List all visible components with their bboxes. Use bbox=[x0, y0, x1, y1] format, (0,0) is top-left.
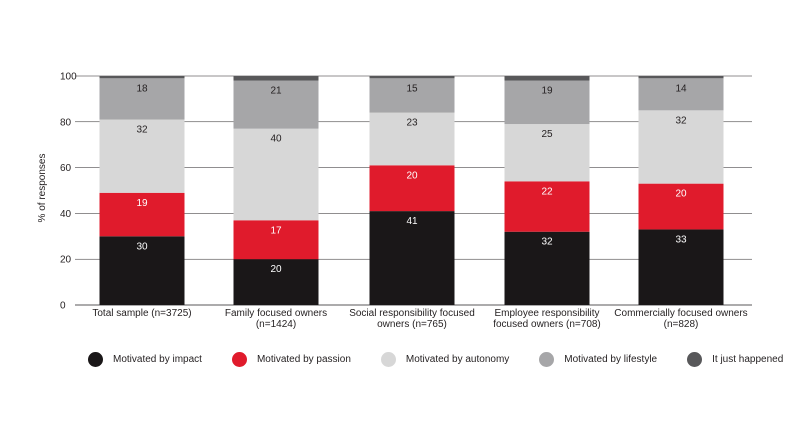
bar-segment bbox=[369, 165, 455, 212]
category-label: Total sample (n=3725) bbox=[92, 308, 191, 319]
bar-segment bbox=[369, 78, 455, 113]
data-label: 32 bbox=[675, 115, 687, 126]
legend-item: Motivated by autonomy bbox=[380, 352, 510, 367]
bar-segment bbox=[99, 78, 185, 120]
legend-swatch bbox=[687, 352, 703, 367]
data-label: 30 bbox=[136, 241, 148, 252]
data-label: 14 bbox=[675, 83, 687, 94]
category-label: Employee responsibility bbox=[494, 308, 599, 319]
legend-swatch bbox=[539, 352, 555, 367]
bar-segment bbox=[99, 236, 185, 305]
data-label: 18 bbox=[136, 83, 148, 94]
data-label: 32 bbox=[541, 237, 553, 248]
data-label: 20 bbox=[270, 264, 282, 275]
data-label: 21 bbox=[270, 86, 282, 97]
legend-item: Motivated by passion bbox=[231, 352, 351, 367]
legend-label: Motivated by impact bbox=[113, 354, 202, 365]
legend-item: It just happened bbox=[687, 352, 783, 367]
legend-label: Motivated by lifestyle bbox=[564, 354, 658, 365]
legend-swatch bbox=[88, 352, 103, 367]
bar-segment bbox=[504, 181, 590, 232]
data-label: 19 bbox=[541, 86, 553, 97]
data-label: 25 bbox=[541, 129, 553, 140]
bar-segment bbox=[504, 231, 590, 305]
bar-segment bbox=[369, 211, 455, 305]
legend: Motivated by impact Motivated by passion M… bbox=[88, 352, 783, 367]
bar-segment bbox=[233, 259, 319, 305]
bar-segment bbox=[504, 76, 590, 81]
y-tick-label: 60 bbox=[60, 163, 72, 174]
y-tick-label: 0 bbox=[60, 301, 66, 312]
bar-segment bbox=[369, 76, 455, 79]
category-label: (n=828) bbox=[664, 319, 699, 330]
bar-segment bbox=[638, 78, 724, 111]
bar-segment bbox=[638, 229, 724, 305]
data-label: 15 bbox=[406, 83, 418, 94]
data-label: 20 bbox=[406, 170, 418, 181]
y-tick-label: 80 bbox=[60, 117, 72, 128]
bar-segment bbox=[638, 76, 724, 79]
data-label: 20 bbox=[675, 189, 687, 200]
category-label: Commercially focused owners bbox=[614, 308, 747, 319]
data-label: 22 bbox=[541, 186, 553, 197]
data-label: 33 bbox=[675, 234, 687, 245]
data-label: 40 bbox=[270, 134, 282, 145]
data-label: 41 bbox=[406, 216, 418, 227]
bar-segment bbox=[99, 76, 185, 79]
bars bbox=[99, 76, 724, 305]
legend-label: Motivated by autonomy bbox=[405, 354, 510, 365]
bar-segment bbox=[638, 110, 724, 184]
bar-segment bbox=[233, 220, 319, 260]
y-tick-label: 100 bbox=[60, 72, 77, 83]
y-axis-label: % of responses bbox=[37, 154, 48, 223]
y-axis-ticks: 0 20 40 60 80 100 bbox=[60, 72, 77, 312]
bar-segment bbox=[233, 80, 319, 129]
data-label: 32 bbox=[136, 125, 148, 136]
bar-segment bbox=[233, 128, 319, 221]
data-label: 19 bbox=[136, 198, 148, 209]
category-label: focused owners (n=708) bbox=[493, 319, 601, 330]
bar-segment bbox=[99, 119, 185, 193]
bar-segment bbox=[504, 80, 590, 125]
legend-label: Motivated by passion bbox=[256, 354, 351, 365]
category-label: Family focused owners bbox=[225, 308, 327, 319]
data-label: 23 bbox=[406, 118, 418, 129]
legend-item: Motivated by lifestyle bbox=[539, 352, 657, 367]
category-labels: Total sample (n=3725) Family focused owne… bbox=[92, 308, 747, 330]
legend-swatch bbox=[231, 352, 247, 367]
bar-segment bbox=[233, 76, 319, 81]
category-label: owners (n=765) bbox=[377, 319, 447, 330]
category-label: Social responsibility focused bbox=[349, 308, 475, 319]
bar-segment bbox=[99, 192, 185, 237]
bar-segment bbox=[504, 124, 590, 182]
legend-label: It just happened bbox=[712, 354, 784, 365]
category-label: (n=1424) bbox=[256, 319, 296, 330]
legend-item: Motivated by impact bbox=[88, 352, 202, 367]
legend-swatch bbox=[380, 352, 396, 367]
bar-segment bbox=[369, 112, 455, 166]
data-label: 17 bbox=[270, 225, 282, 236]
bar-segment bbox=[638, 183, 724, 230]
data-labels: 30 19 32 18 20 17 40 21 41 20 23 15 32 22 25 19 33 20 32 14 bbox=[136, 83, 687, 275]
y-tick-label: 20 bbox=[60, 255, 72, 266]
stacked-bar-chart: 0 20 40 60 80 100 % of responses 30 19 32 18 20 17… bbox=[37, 72, 752, 330]
y-tick-label: 40 bbox=[60, 209, 72, 220]
